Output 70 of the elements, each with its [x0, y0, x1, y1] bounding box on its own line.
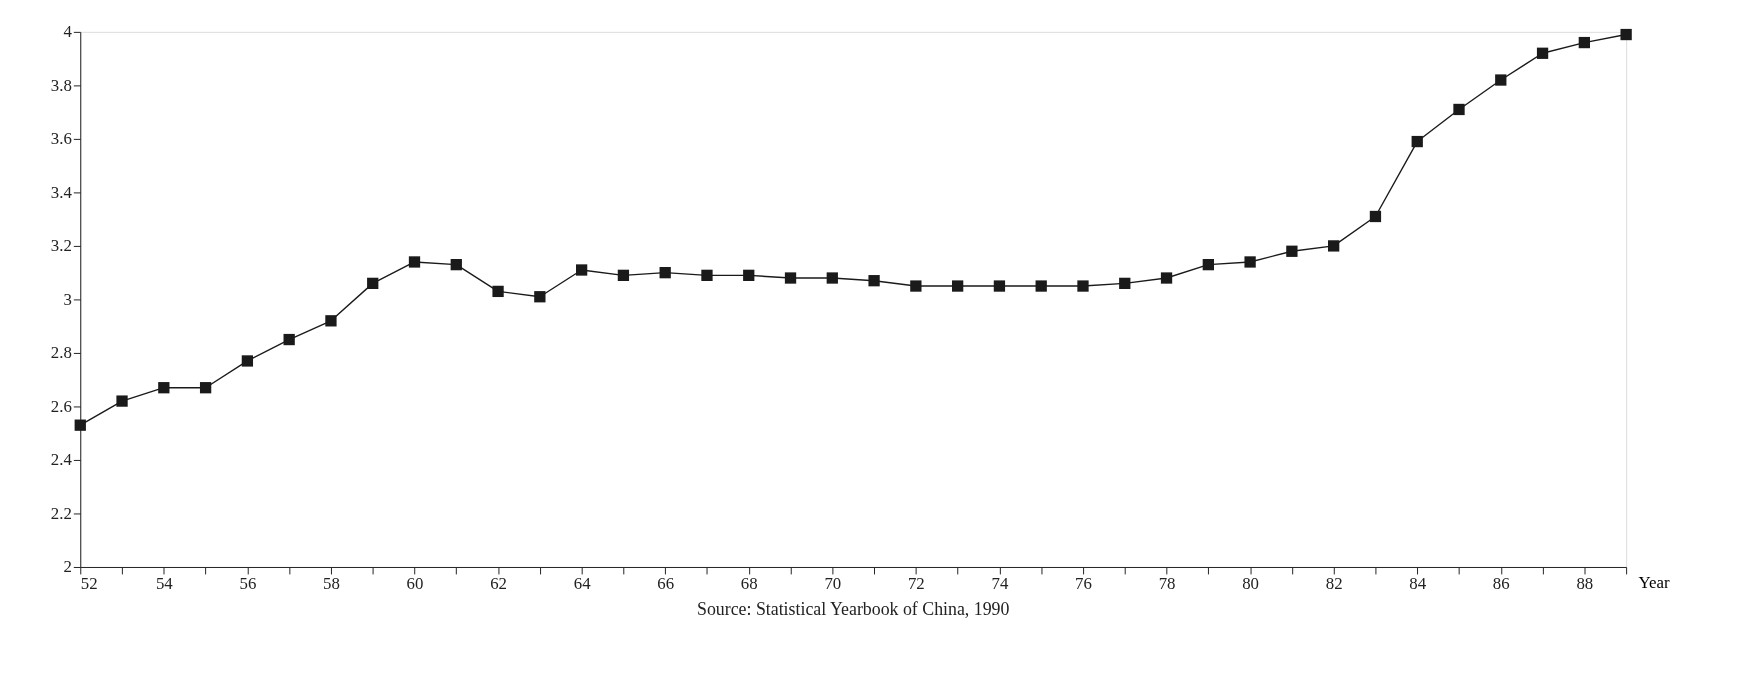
point [1119, 277, 1131, 290]
x-tick-label: 58 [323, 574, 340, 594]
y-tick-label: 3.4 [50, 182, 73, 202]
x-tick-label: 54 [155, 574, 174, 594]
y-tick-label: 3.8 [50, 75, 72, 95]
source-note: Source: Statistical Yearbook of China, 1990 [696, 598, 1010, 619]
point [868, 275, 880, 287]
y-tick-label: 2.4 [50, 450, 73, 470]
x-tick-label: 66 [657, 574, 675, 594]
point [367, 277, 379, 290]
y-tick-label: 2 [63, 557, 72, 577]
x-tick-label: 84 [1409, 574, 1427, 594]
x-tick-label: 72 [907, 574, 925, 594]
point [1244, 256, 1256, 268]
x-axis-title: Year [1638, 573, 1670, 593]
point [743, 269, 755, 281]
point [450, 258, 462, 271]
x-tick-label: 82 [1325, 574, 1343, 594]
point [701, 269, 713, 281]
x-tick-label: 88 [1576, 574, 1594, 594]
point [74, 419, 86, 431]
y-tick-label: 2.6 [50, 396, 72, 416]
point [408, 256, 421, 268]
point [993, 280, 1006, 292]
point [325, 315, 337, 327]
x-tick-label: 56 [239, 574, 257, 594]
point [1202, 258, 1214, 271]
y-tick-label: 4 [63, 22, 73, 42]
x-tick-label: 78 [1158, 574, 1176, 594]
point [1369, 210, 1382, 223]
x-tick-label: 86 [1492, 574, 1510, 594]
y-tick-label: 2.8 [50, 343, 72, 363]
x-tick-label: 74 [991, 574, 1009, 594]
point [784, 272, 797, 284]
point [158, 382, 170, 394]
point [952, 280, 964, 292]
point [575, 264, 588, 276]
x-tick-label: 60 [406, 574, 424, 594]
x-tick-label: 76 [1075, 574, 1092, 594]
point [283, 333, 295, 346]
point [1160, 272, 1173, 284]
point [1328, 240, 1340, 252]
point [1536, 47, 1549, 59]
point [910, 280, 922, 292]
x-tick-label: 70 [824, 574, 842, 594]
point [1578, 36, 1590, 49]
y-tick-label: 3 [63, 289, 72, 309]
x-tick-label: 80 [1242, 574, 1260, 594]
y-tick-label: 3.6 [50, 129, 72, 149]
point [116, 395, 128, 407]
point [241, 355, 254, 367]
point [492, 285, 504, 298]
point [1620, 28, 1632, 41]
x-tick-label: 52 [80, 574, 98, 594]
y-tick-label: 3.2 [50, 236, 72, 256]
point [659, 267, 671, 279]
x-tick-label: 68 [740, 574, 758, 594]
point [1453, 103, 1465, 116]
x-tick-label: 62 [490, 574, 507, 594]
point [1077, 280, 1089, 292]
point [199, 382, 212, 394]
y-tick-label: 2.2 [50, 503, 72, 523]
point [1035, 280, 1047, 292]
point [826, 272, 838, 284]
x-tick-label: 64 [573, 574, 592, 594]
point [534, 291, 546, 303]
point [1286, 245, 1298, 257]
point [1495, 74, 1507, 86]
point [617, 269, 630, 281]
point [1411, 135, 1423, 148]
